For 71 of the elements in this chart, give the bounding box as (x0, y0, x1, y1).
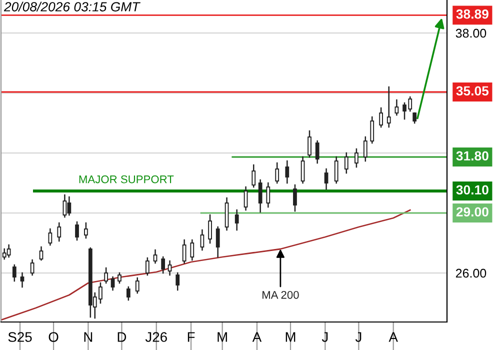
candlestick (39, 246, 44, 261)
x-tick-label: D (118, 332, 126, 342)
annotation: MAJOR SUPPORT (79, 175, 174, 184)
candlestick (200, 229, 204, 251)
candlestick (285, 160, 290, 184)
candlestick (20, 272, 24, 288)
x-tick-label: J (322, 332, 328, 342)
candlestick (75, 221, 79, 241)
candlestick (182, 239, 186, 264)
candlestick (62, 194, 67, 218)
candlestick (104, 267, 108, 284)
data-label: 31.80 (456, 151, 488, 161)
candlestick (135, 277, 140, 294)
candlestick (266, 182, 270, 208)
x-tick-label: F (188, 332, 195, 342)
candlestick (126, 286, 130, 301)
candlestick (224, 197, 229, 231)
candlestick (234, 209, 239, 231)
candlestick (315, 140, 320, 164)
candlestick (48, 228, 52, 246)
candlestick (363, 136, 368, 162)
y-tick-label: 38.00 (456, 28, 486, 38)
candlestick (161, 256, 166, 274)
candlestick (354, 148, 358, 168)
annotation: MA 200 (262, 290, 299, 299)
candlestick (6, 244, 11, 258)
candlestick (344, 152, 348, 174)
candlestick (145, 257, 150, 276)
candlestick (275, 162, 280, 184)
candlestick (300, 156, 305, 184)
x-tick-label: A (388, 332, 398, 342)
x-tick-label: O (48, 332, 58, 342)
ref-line-label: 38.89 (456, 9, 488, 19)
x-tick-label: A (252, 332, 262, 342)
candlestick (190, 239, 194, 261)
candlestick (216, 226, 220, 258)
y-tick-label: 26.00 (456, 268, 486, 278)
x-tick-label: S25 (8, 332, 32, 342)
candlestick (208, 214, 212, 244)
candlestick (57, 222, 62, 242)
candlestick (258, 179, 262, 213)
candlestick (110, 276, 115, 291)
chart-title: 20/08/2026 03:15 GMT (4, 2, 140, 12)
x-tick-label: M (286, 332, 296, 342)
candlestick (176, 272, 180, 291)
x-tick-label: J26 (145, 332, 167, 342)
line-series (1, 209, 411, 321)
candlestick (84, 222, 88, 239)
candlestick (168, 260, 172, 276)
candlestick (252, 164, 256, 188)
candlestick (118, 272, 122, 284)
data-label: 30.10 (456, 185, 488, 195)
candlestick (12, 264, 16, 282)
candlestick (394, 99, 399, 116)
candlestick (370, 116, 374, 144)
candlestick (386, 86, 391, 128)
candlestick (379, 107, 383, 128)
candlestick (67, 196, 72, 216)
candlestick (153, 249, 158, 264)
candlestick (293, 184, 297, 212)
candlestick (334, 156, 338, 184)
candlestick (412, 112, 417, 124)
data-label: 29.00 (456, 207, 488, 217)
x-tick-label: J (355, 332, 362, 342)
candlestick (244, 186, 248, 211)
x-tick-label: N (84, 332, 92, 342)
candlestick (308, 130, 312, 158)
candlestick (30, 259, 34, 276)
ref-line-label: 35.05 (456, 86, 489, 96)
x-tick-label: M (218, 332, 227, 342)
candlestick (324, 168, 328, 190)
